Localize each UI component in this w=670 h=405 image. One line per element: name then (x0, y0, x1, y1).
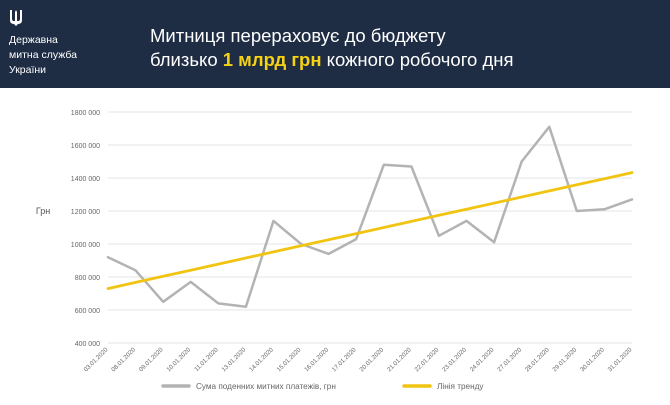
y-tick-label: 1200 000 (71, 209, 100, 216)
x-tick-label: 29.01.2020 (551, 346, 578, 373)
trident-icon (10, 10, 22, 26)
data-point-payments (603, 208, 606, 210)
x-tick-label: 10.01.2020 (165, 346, 192, 373)
data-point-payments (438, 235, 440, 237)
x-tick-label: 16.01.2020 (303, 346, 330, 373)
data-point-payments (162, 301, 164, 303)
data-point-payments (134, 269, 137, 271)
series-group (106, 125, 634, 308)
legend-payments-label: Сума поденних митних платежів, грн (196, 382, 336, 391)
data-point-payments (272, 220, 275, 222)
org-line-2: митна служба (9, 49, 77, 61)
data-point-payments (383, 164, 385, 166)
x-tick-label: 11.01.2020 (193, 346, 220, 373)
org-line-1: Державна (9, 34, 58, 46)
data-point-trend (217, 263, 219, 265)
title-highlight: 1 млрд грн (222, 49, 322, 70)
grid-lines (108, 111, 632, 344)
x-tick-label: 24.01.2020 (469, 346, 496, 373)
y-tick-label: 1000 000 (71, 242, 100, 249)
data-point-trend (162, 275, 164, 277)
data-point-trend (410, 220, 412, 222)
y-tick-label: 400 000 (75, 341, 100, 348)
org-name: Державна митна служба України (9, 33, 77, 78)
data-point-payments (631, 198, 633, 201)
title-suffix: кожного робочого дня (321, 49, 514, 70)
data-point-trend (603, 178, 606, 180)
x-tick-label: 28.01.2020 (524, 346, 551, 373)
x-tick-label: 15.01.2020 (276, 346, 303, 373)
y-tick-labels: 400 000 600 000 800 000 1000 000 1200 000 140… (71, 110, 100, 348)
data-point-trend (134, 281, 137, 284)
data-point-payments (217, 302, 219, 304)
data-point-trend (328, 239, 330, 241)
title-line-2: близько 1 млрд грн кожного робочого дня (150, 48, 514, 72)
y-tick-label: 1400 000 (71, 176, 100, 183)
data-point-payments (465, 220, 468, 222)
x-tick-label: 30.01.2020 (579, 346, 606, 373)
x-tick-label: 03.01.2020 (83, 346, 110, 373)
data-point-payments (107, 256, 109, 258)
data-point-trend (521, 196, 523, 198)
x-tick-label: 14.01.2020 (248, 346, 275, 373)
data-point-trend (383, 226, 385, 229)
data-point-payments (245, 306, 247, 308)
data-point-trend (355, 233, 357, 235)
data-point-trend (300, 245, 302, 247)
x-tick-label: 20.01.2020 (358, 346, 385, 373)
x-tick-label: 17.01.2020 (331, 346, 358, 373)
legend: Сума поденних митних платежів, грн Лінія … (161, 382, 484, 391)
data-point-trend (493, 202, 495, 204)
data-point-payments (576, 210, 578, 212)
org-line-3: України (9, 64, 47, 76)
y-tick-label: 1800 000 (71, 110, 100, 117)
data-point-trend (631, 171, 633, 174)
x-tick-label: 31.01.2020 (607, 346, 634, 373)
line-chart: 400 000 600 000 800 000 1000 000 1200 000 140… (36, 110, 634, 391)
data-point-trend (245, 257, 247, 259)
data-point-trend (576, 184, 578, 186)
series-line-payments (106, 125, 634, 308)
x-tick-label: 22.01.2020 (414, 346, 441, 373)
data-point-payments (493, 241, 495, 243)
data-point-trend (465, 208, 468, 210)
x-tick-label: 08.01.2020 (110, 346, 137, 373)
data-point-trend (107, 287, 109, 290)
data-point-trend (548, 190, 550, 192)
chart-area: 400 000 600 000 800 000 1000 000 1200 000 140… (0, 88, 670, 400)
x-tick-labels: 03.01.2020 08.01.2020 09.01.2020 10.01.2020… (83, 346, 634, 373)
data-point-payments (521, 160, 523, 163)
y-tick-label: 1600 000 (71, 143, 100, 150)
x-tick-label: 09.01.2020 (138, 346, 165, 373)
y-tick-label: 600 000 (75, 308, 100, 315)
x-tick-label: 21.01.2020 (386, 346, 413, 373)
data-point-payments (548, 126, 550, 128)
header-banner: Державна митна служба України Митниця пе… (0, 0, 670, 88)
data-point-payments (300, 243, 302, 245)
title-prefix: близько (150, 49, 223, 70)
legend-trend-label: Лінія тренду (437, 382, 484, 391)
y-tick-label: 800 000 (75, 275, 100, 282)
data-point-payments (328, 253, 330, 255)
data-point-payments (190, 281, 192, 283)
x-tick-label: 13.01.2020 (220, 346, 247, 373)
x-tick-label: 23.01.2020 (441, 346, 468, 373)
page-title: Митниця перераховує до бюджету близько 1… (150, 24, 514, 72)
data-point-trend (272, 251, 275, 253)
data-point-trend (190, 269, 192, 271)
title-line-1: Митниця перераховує до бюджету (150, 25, 446, 46)
x-tick-label: 27.01.2020 (496, 346, 523, 373)
data-point-payments (355, 238, 357, 240)
data-point-payments (410, 165, 412, 168)
y-axis-label: Грн (36, 206, 50, 216)
data-point-trend (438, 214, 440, 216)
series-line-trend (106, 171, 634, 291)
